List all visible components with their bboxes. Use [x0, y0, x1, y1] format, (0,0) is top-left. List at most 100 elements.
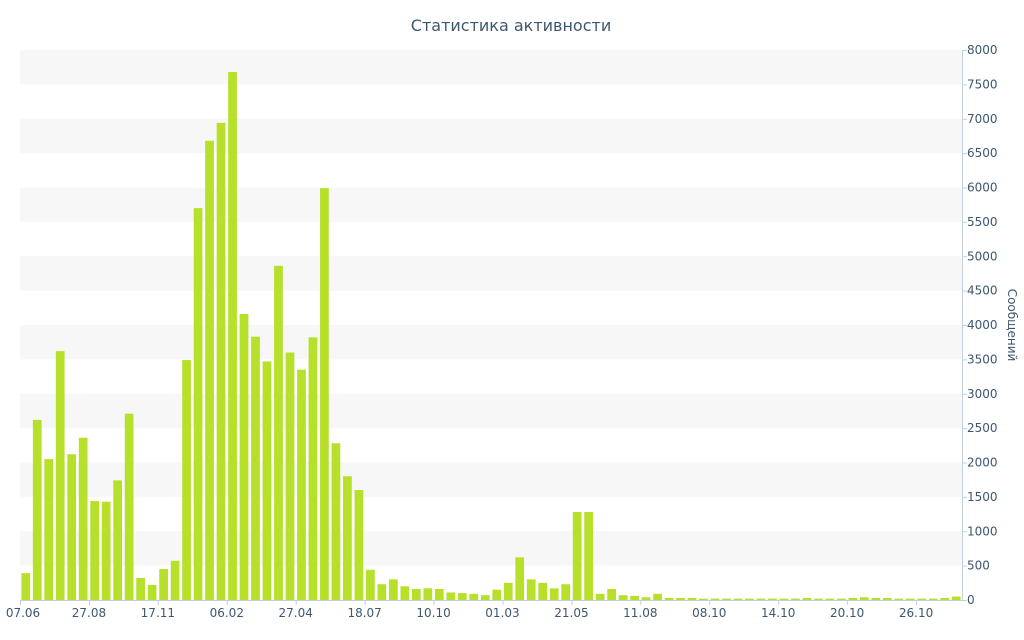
- bar: [572, 512, 582, 600]
- y-tick-label: 6500: [967, 146, 998, 160]
- bar: [480, 595, 490, 600]
- bar: [538, 582, 548, 600]
- bar: [951, 596, 961, 600]
- bar: [377, 584, 387, 600]
- y-tick-label: 8000: [967, 43, 998, 57]
- x-tick-label: 11.08: [623, 606, 657, 620]
- bar: [802, 597, 812, 600]
- bar: [641, 597, 651, 600]
- bar: [733, 598, 743, 601]
- grid-band: [20, 531, 962, 566]
- y-tick-label: 4500: [967, 284, 998, 298]
- y-axis-label: Сообщений: [1005, 289, 1019, 362]
- bar: [492, 589, 502, 600]
- bar: [745, 598, 754, 601]
- x-tick-label: 21.05: [554, 606, 588, 620]
- bar: [687, 597, 697, 600]
- bar: [124, 413, 134, 600]
- bar: [710, 598, 720, 601]
- y-tick-label: 500: [967, 559, 990, 573]
- bar: [814, 598, 823, 601]
- bar: [779, 598, 789, 601]
- bar: [549, 588, 559, 600]
- bar: [101, 501, 111, 600]
- bar: [630, 595, 639, 601]
- grid-band: [20, 393, 962, 429]
- x-tick-label: 14.10: [761, 606, 795, 620]
- bar: [308, 337, 318, 601]
- grid-band: [20, 325, 962, 360]
- bar: [331, 443, 341, 600]
- x-tick-label: 27.08: [72, 606, 106, 620]
- x-tick-label: 17.11: [141, 606, 175, 620]
- bar: [434, 589, 444, 600]
- x-axis-ticks: 07.06 27.08 17.11 06.02 27.04 18.07 10.10 01.03…: [6, 600, 933, 620]
- bar: [618, 595, 628, 600]
- bar: [825, 598, 835, 601]
- bar: [216, 122, 226, 601]
- grid-band: [20, 256, 962, 291]
- bar: [78, 437, 88, 600]
- grid-band: [20, 187, 962, 222]
- bar: [147, 584, 157, 601]
- bar: [32, 419, 42, 601]
- x-tick-label: 07.06: [6, 606, 40, 620]
- bar: [343, 476, 352, 600]
- bar: [21, 573, 31, 600]
- bar: [469, 593, 479, 600]
- bar: [917, 598, 927, 601]
- bar: [411, 589, 421, 600]
- y-tick-label: 7500: [967, 77, 998, 91]
- bar: [170, 560, 180, 600]
- x-tick-label: 18.07: [347, 606, 381, 620]
- x-tick-label: 08.10: [692, 606, 726, 620]
- y-axis-ticks: 0 500 1000 1500 2000 2500 3000 3500 4000 4500 5000…: [962, 43, 998, 607]
- y-tick-label: 3000: [967, 387, 998, 401]
- bar: [503, 582, 513, 600]
- bar: [859, 597, 869, 600]
- bar: [239, 314, 249, 600]
- bar: [193, 208, 203, 601]
- x-tick-label: 27.04: [279, 606, 313, 620]
- y-tick-label: 2000: [967, 456, 998, 470]
- x-tick-label: 20.10: [830, 606, 864, 620]
- bar: [262, 361, 272, 600]
- bar: [607, 589, 616, 600]
- chart-title: Статистика активности: [411, 16, 611, 35]
- bar-series: [21, 72, 961, 601]
- bar: [159, 569, 168, 600]
- bar: [297, 369, 306, 600]
- bar: [928, 598, 938, 601]
- bar: [905, 598, 915, 601]
- bar: [768, 598, 777, 601]
- y-tick-label: 4000: [967, 318, 998, 332]
- bar: [354, 490, 364, 600]
- bar: [584, 512, 594, 600]
- bar: [595, 593, 605, 600]
- grid-band: [20, 50, 962, 85]
- grid-band: [20, 462, 962, 497]
- bar: [274, 265, 283, 601]
- bar: [848, 597, 858, 600]
- bar: [457, 593, 467, 601]
- bar: [791, 598, 800, 601]
- y-tick-label: 6000: [967, 181, 998, 195]
- grid-band: [20, 118, 962, 154]
- bar: [228, 72, 237, 600]
- bar: [423, 588, 433, 600]
- bar: [756, 598, 766, 601]
- bar: [940, 597, 950, 600]
- y-tick-label: 2500: [967, 421, 998, 435]
- x-tick-label: 01.03: [485, 606, 519, 620]
- bar: [205, 140, 214, 600]
- grid-bands: [20, 50, 962, 566]
- bar: [837, 598, 846, 601]
- bar: [676, 597, 685, 600]
- y-tick-label: 5500: [967, 215, 998, 229]
- bar: [44, 459, 54, 600]
- bar: [882, 597, 892, 600]
- bar: [90, 501, 100, 600]
- x-tick-label: 06.02: [210, 606, 244, 620]
- bar: [722, 598, 731, 601]
